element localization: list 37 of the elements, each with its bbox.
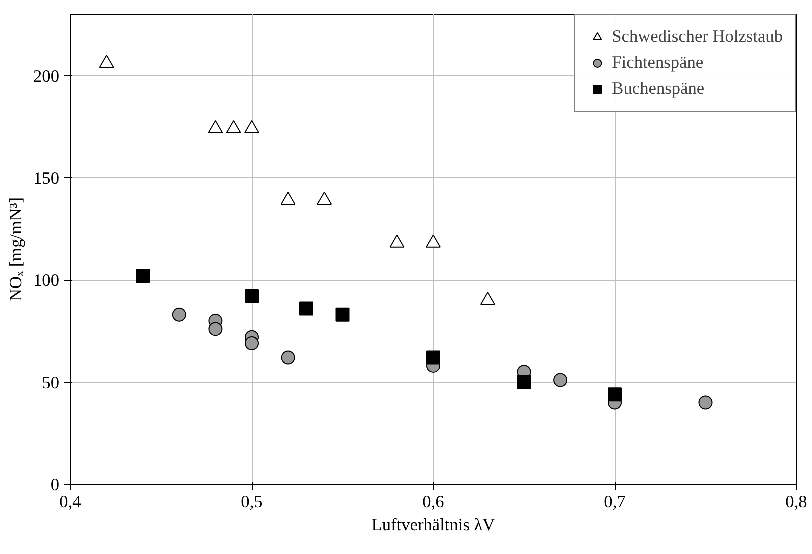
legend-label: Buchenspäne [612, 79, 705, 99]
point [208, 120, 224, 134]
y-axis-title: NOₓ [mg/mN³] [6, 197, 26, 302]
point [608, 388, 622, 402]
point [336, 308, 350, 322]
legend-label: Schwedischer Holzstaub [612, 27, 783, 47]
point [317, 192, 332, 205]
point [245, 290, 259, 304]
legend-label: Fichtenspäne [612, 53, 704, 73]
point [244, 120, 260, 134]
y-tick-label: 0 [50, 476, 60, 494]
y-tick-label: 200 [34, 66, 60, 86]
x-tick-label: 0,7 [604, 492, 626, 512]
point [698, 396, 713, 410]
point [280, 192, 296, 205]
x-tick-label: 0,5 [241, 492, 263, 512]
point [554, 373, 568, 388]
point [426, 234, 441, 248]
point [390, 234, 405, 248]
point [517, 375, 532, 390]
y-tick-label: 100 [34, 271, 60, 290]
y-tick-label: 150 [34, 168, 60, 188]
y-tick-label: 50 [42, 373, 60, 392]
point [426, 350, 440, 365]
point [172, 308, 186, 322]
point [136, 269, 150, 284]
point [299, 302, 314, 316]
point [99, 54, 114, 68]
x-tick-label: 0,8 [786, 492, 808, 512]
point [245, 336, 259, 350]
point [208, 322, 223, 336]
x-tick-label: 0,6 [422, 492, 445, 512]
point [281, 350, 296, 365]
point [226, 120, 242, 134]
x-axis-title: Luftverhältnis λV [372, 516, 496, 534]
x-tick-label: 0,4 [60, 492, 82, 512]
point [480, 292, 496, 306]
